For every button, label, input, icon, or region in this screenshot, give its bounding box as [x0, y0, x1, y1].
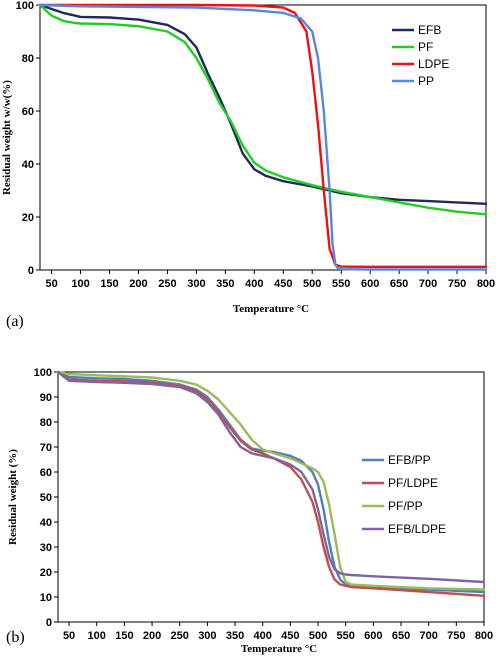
panel-b-y-tick-label: 20: [40, 567, 52, 579]
panel-a-y-tick-label: 100: [16, 0, 34, 12]
panel-b-x-tick-label: 50: [63, 630, 75, 642]
panel-b-x-tick-label: 450: [281, 630, 299, 642]
panel-a-x-tick-label: 600: [361, 278, 379, 290]
panel-a-y-axis-title: Residual weight w/w(%): [1, 80, 13, 195]
panel-b-y-tick-label: 40: [40, 517, 52, 529]
panel-a-x-tick-label: 50: [45, 278, 57, 290]
panel-a-x-tick-label: 250: [158, 278, 176, 290]
panel-b-y-tick-label: 70: [40, 442, 52, 454]
panel-b-y-tick-label: 10: [40, 592, 52, 604]
panel-a-x-tick-label: 450: [274, 278, 292, 290]
panel-a-x-tick-label: 800: [477, 278, 495, 290]
panel-a-x-tick-label: 400: [245, 278, 263, 290]
panel-a-x-tick-label: 350: [216, 278, 234, 290]
panel-b-y-tick-label: 50: [40, 492, 52, 504]
panel-a-x-tick-label: 650: [390, 278, 408, 290]
panel-b-x-tick-label: 650: [392, 630, 410, 642]
panel-b-y-tick-label: 60: [40, 467, 52, 479]
panel-b-y-tick-label: 80: [40, 417, 52, 429]
panel-b-series-pf-pp-line: [56, 370, 486, 591]
panel-b-x-axis-title: Temperature °C: [241, 643, 317, 655]
panel-b-x-tick-label: 500: [309, 630, 327, 642]
panel-a-series-pp-line: [38, 3, 488, 271]
panel-a-x-tick-label: 500: [303, 278, 321, 290]
panel-b-x-tick-label: 350: [226, 630, 244, 642]
panel-b-x-tick-label: 300: [198, 630, 216, 642]
panel-b-x-tick-label: 100: [88, 630, 106, 642]
panel-a-y-tick-label: 40: [22, 159, 34, 171]
panel-a-x-tick-label: 300: [187, 278, 205, 290]
panel-b-x-tick-label: 800: [475, 630, 493, 642]
panel-a-y-tick-label: 60: [22, 106, 34, 118]
panel-b-legend-label: EFB/LDPE: [388, 522, 446, 536]
panel-b-plot-frame: [57, 371, 485, 623]
panel-b-series-efb-ldpe-line: [56, 370, 486, 584]
panel-a-x-axis-title: Temperature °C: [233, 303, 309, 315]
panel-a-legend-label: PP: [418, 74, 434, 88]
panel-b-x-tick-label: 750: [447, 630, 465, 642]
panel-a-x-tick-label: 150: [100, 278, 118, 290]
panel-b-series-efb-pp-line: [56, 370, 486, 594]
panel-a-legend-label: LDPE: [418, 57, 449, 71]
panel-b-legend-label: PF/LDPE: [388, 476, 438, 490]
panel-b-y-tick-label: 90: [40, 392, 52, 404]
panel-b-x-tick-label: 200: [143, 630, 161, 642]
panel-a-x-tick-label: 700: [419, 278, 437, 290]
panel-b-x-tick-label: 150: [115, 630, 133, 642]
panel-a-series-pf-line: [38, 3, 488, 216]
panel-b-y-axis-title: Residual weight (%): [7, 449, 19, 545]
panel-a-legend-label: PF: [418, 40, 433, 54]
panel-a-series-ldpe-line: [38, 3, 488, 268]
panel-a-x-tick-label: 200: [129, 278, 147, 290]
panel-b-panel-label: (b): [6, 629, 25, 646]
panel-a-y-tick-label: 20: [22, 212, 34, 224]
panel-b-y-tick-label: 0: [46, 617, 52, 629]
panel-b-y-tick-label: 100: [34, 367, 52, 379]
panel-a-x-tick-label: 100: [71, 278, 89, 290]
panel-a-y-tick-label: 80: [22, 53, 34, 65]
panel-a-x-tick-label: 550: [332, 278, 350, 290]
panel-b-x-tick-label: 600: [364, 630, 382, 642]
panel-b-y-tick-label: 30: [40, 542, 52, 554]
panel-a-x-tick-label: 750: [448, 278, 466, 290]
panel-b-legend-label: PF/PP: [388, 499, 423, 513]
panel-b-x-tick-label: 700: [419, 630, 437, 642]
panel-b-x-tick-label: 400: [254, 630, 272, 642]
panel-b-x-tick-label: 550: [337, 630, 355, 642]
panel-a-y-tick-label: 0: [28, 265, 34, 277]
panel-a-legend-label: EFB: [418, 23, 441, 37]
panel-a-panel-label: (a): [6, 313, 24, 330]
panel-b-legend-label: EFB/PP: [388, 453, 431, 467]
panel-b-x-tick-label: 250: [171, 630, 189, 642]
